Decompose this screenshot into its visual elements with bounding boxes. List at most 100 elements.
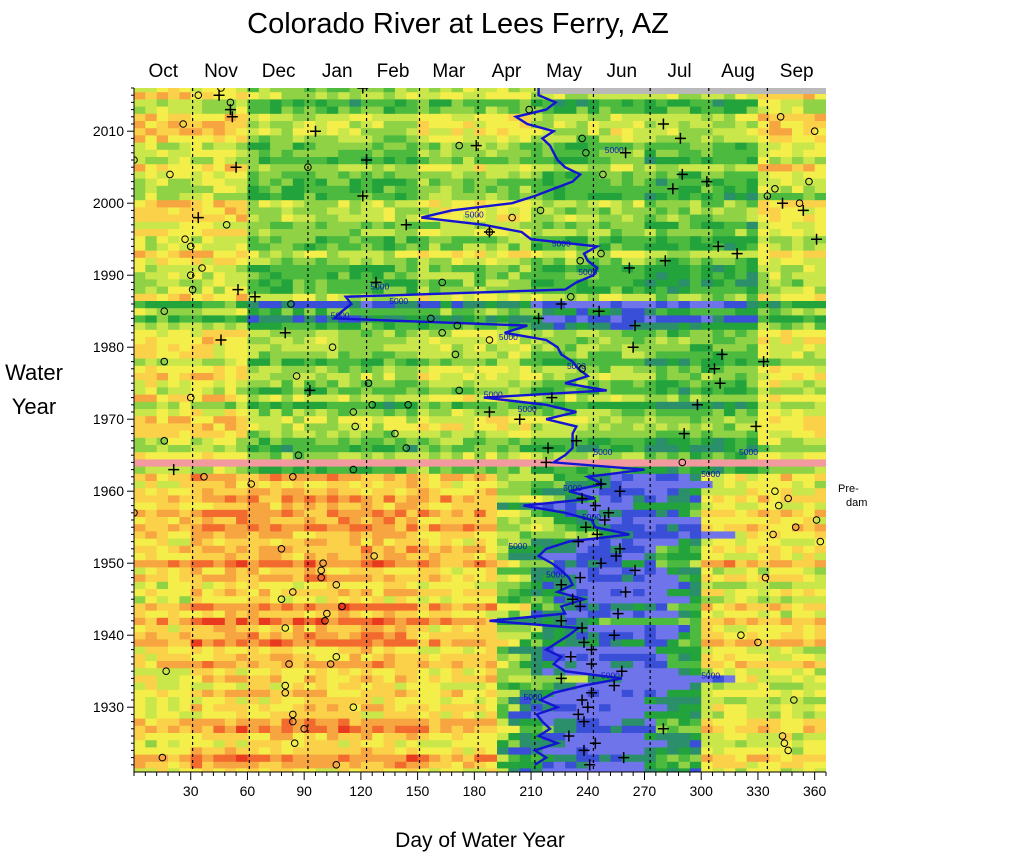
heat-cell (292, 250, 305, 258)
heat-cell (644, 185, 657, 193)
heat-cell (258, 466, 271, 474)
heat-cell (224, 696, 237, 705)
heat-cell (451, 286, 464, 294)
heat-cell (440, 595, 453, 604)
heat-cell (451, 264, 464, 273)
heat-cell (531, 451, 543, 460)
heat-cell (701, 430, 714, 438)
heat-cell (780, 566, 793, 575)
heat-cell (145, 422, 158, 431)
heat-cell (735, 343, 748, 352)
heat-cell (326, 264, 339, 273)
heat-cell (429, 725, 441, 733)
heat-cell (519, 581, 532, 589)
heat-cell (315, 307, 328, 316)
heat-cell (723, 746, 736, 755)
heat-cell (508, 581, 521, 589)
heat-cell (553, 221, 566, 229)
heat-cell (769, 466, 782, 474)
heat-cell (417, 372, 430, 381)
heat-cell (735, 394, 748, 402)
heat-cell (814, 444, 826, 453)
heat-cell (644, 509, 657, 517)
heat-cell (247, 480, 260, 489)
heat-cell (519, 242, 532, 251)
heat-cell (667, 394, 680, 402)
heat-cell (463, 602, 475, 611)
heat-cell (587, 581, 600, 589)
heat-cell (394, 242, 407, 251)
heat-cell (757, 574, 770, 582)
heat-cell (304, 343, 317, 352)
heat-cell (326, 379, 339, 388)
heat-cell (735, 487, 748, 496)
heat-cell (689, 214, 702, 222)
heat-cell (542, 696, 555, 705)
heat-cell (236, 408, 248, 417)
heat-cell (190, 703, 203, 712)
heat-cell (213, 293, 226, 301)
heat-cell (508, 242, 521, 251)
heat-cell (190, 329, 203, 337)
heat-cell (315, 610, 328, 618)
heat-cell (281, 372, 294, 381)
heat-cell (213, 199, 226, 208)
heat-cell (757, 365, 770, 373)
heat-cell (508, 574, 521, 582)
heat-cell (383, 574, 396, 582)
heat-cell (292, 408, 305, 417)
heat-cell (258, 696, 271, 705)
heat-cell (292, 372, 305, 381)
heat-cell (258, 386, 271, 395)
heat-cell (429, 574, 441, 582)
heat-cell (372, 710, 385, 719)
heat-cell (463, 278, 475, 287)
heat-cell (610, 523, 623, 532)
heat-cell (417, 358, 430, 366)
heat-cell (258, 185, 271, 193)
heat-cell (667, 336, 680, 345)
heat-cell (701, 638, 714, 647)
heat-cell (814, 624, 826, 633)
heat-cell (383, 451, 396, 460)
heat-cell (553, 523, 566, 532)
heat-cell (497, 725, 509, 733)
heat-cell (814, 379, 826, 388)
heat-cell (497, 602, 509, 611)
heat-cell (531, 300, 543, 309)
heat-cell (542, 516, 555, 525)
heat-cell (236, 322, 248, 330)
heat-cell (780, 595, 793, 604)
heat-cell (689, 185, 702, 193)
heat-cell (769, 754, 782, 762)
heat-cell (451, 444, 464, 453)
heat-cell (394, 365, 407, 373)
heat-cell (576, 660, 589, 669)
heat-cell (281, 401, 294, 409)
heat-cell (746, 689, 759, 697)
heat-cell (156, 538, 169, 546)
heat-cell (202, 638, 214, 647)
heat-cell (735, 509, 748, 517)
heat-cell (542, 552, 555, 561)
heat-cell (814, 430, 826, 438)
heat-cell (326, 422, 339, 431)
heat-cell (474, 581, 487, 589)
heat-cell (145, 257, 158, 265)
heat-cell (213, 329, 226, 337)
heat-cell (451, 408, 464, 417)
heat-cell (667, 710, 680, 719)
heat-cell (304, 725, 317, 733)
heat-cell (247, 487, 260, 496)
heat-cell (156, 199, 169, 208)
heat-cell (735, 545, 748, 553)
heat-cell (599, 538, 611, 546)
heat-cell (463, 185, 475, 193)
heat-cell (281, 458, 294, 467)
heat-cell (735, 192, 748, 201)
heat-cell (565, 314, 577, 323)
heat-cell (655, 372, 668, 381)
heat-cell (417, 559, 430, 568)
heat-cell (667, 530, 680, 539)
heat-cell (792, 487, 804, 496)
